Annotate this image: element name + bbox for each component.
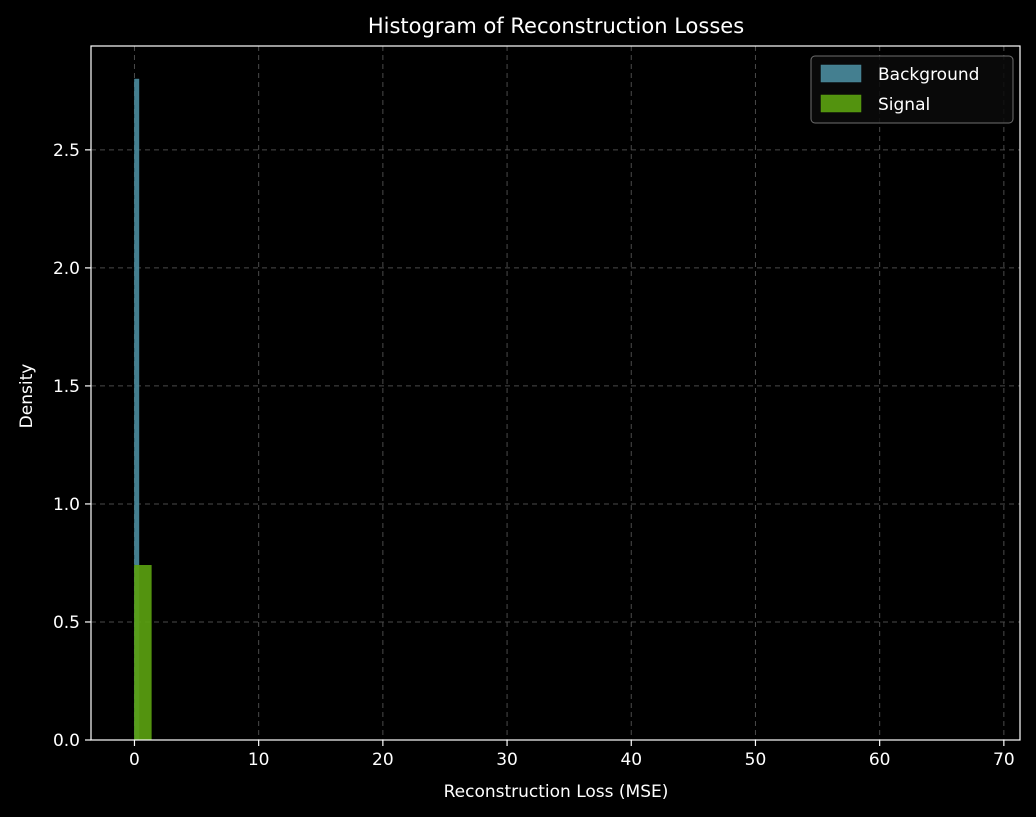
chart-title: Histogram of Reconstruction Losses: [368, 14, 744, 38]
y-tick-label-4: 2.0: [53, 259, 80, 279]
x-axis-label: Reconstruction Loss (MSE): [444, 782, 669, 802]
x-axis-ticks: 0 10 20 30 40 50 60 70: [129, 740, 1015, 770]
x-tick-label-5: 50: [745, 750, 767, 770]
x-tick-label-2: 20: [372, 750, 394, 770]
plot-area-frame: [90, 45, 1021, 741]
legend-label-background: Background: [878, 65, 979, 85]
x-tick-label-1: 10: [248, 750, 270, 770]
x-tick-label-6: 60: [869, 750, 891, 770]
legend-swatch-background: [820, 64, 862, 83]
y-tick-label-0: 0.0: [53, 731, 80, 751]
bar-signal-0: [134, 565, 152, 741]
y-tick-label-3: 1.5: [53, 377, 80, 397]
legend-swatch-signal: [820, 94, 862, 113]
x-tick-label-3: 30: [496, 750, 518, 770]
x-tick-label-7: 70: [993, 750, 1015, 770]
legend: Background Signal: [810, 55, 1014, 124]
y-tick-label-5: 2.5: [53, 141, 80, 161]
y-axis-ticks: 0.0 0.5 1.0 1.5 2.0 2.5: [53, 141, 91, 751]
y-axis-label: Density: [17, 364, 37, 429]
y-tick-label-1: 0.5: [53, 613, 80, 633]
y-tick-label-2: 1.0: [53, 495, 80, 515]
x-tick-label-4: 40: [620, 750, 642, 770]
x-tick-label-0: 0: [129, 750, 140, 770]
legend-label-signal: Signal: [878, 95, 930, 115]
legend-box: [810, 55, 1014, 124]
